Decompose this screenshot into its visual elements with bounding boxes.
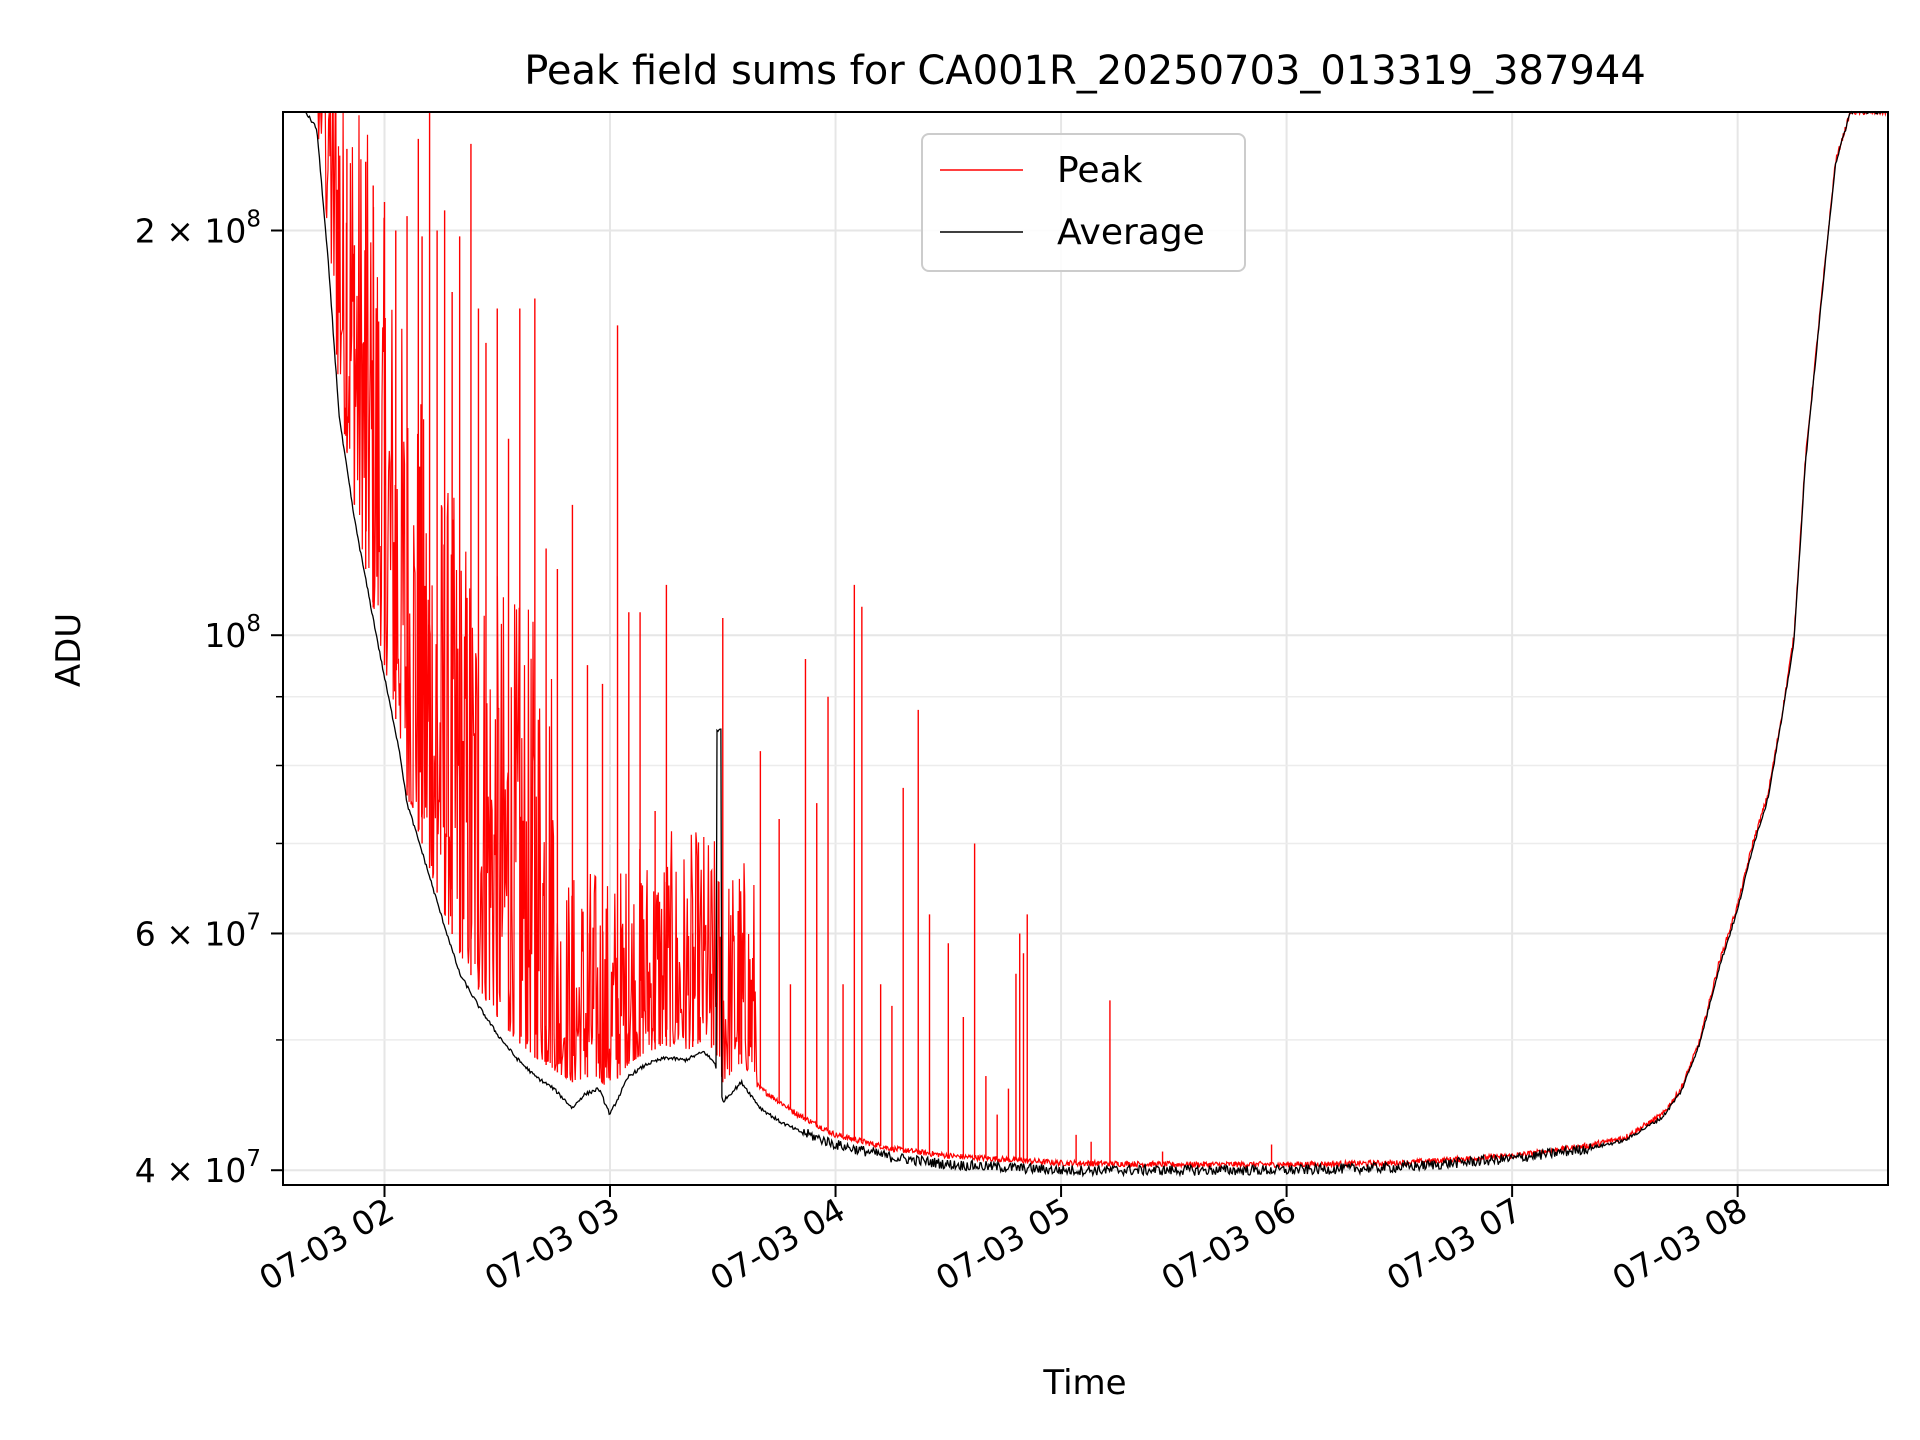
plot-area-frame — [282, 111, 1889, 1186]
average-series-line — [305, 111, 1888, 1178]
peak-series-line — [305, 110, 1888, 1170]
y-tick-exponent: 8 — [246, 611, 261, 637]
y-tick-exponent: 7 — [246, 1146, 261, 1172]
legend-label-average: Average — [1057, 212, 1205, 253]
chart-title: Peak field sums for CA001R_20250703_0133… — [524, 48, 1646, 94]
y-tick-label: 2 × 108 — [135, 206, 261, 250]
y-tick-label: 6 × 107 — [135, 909, 261, 953]
x-axis-label: Time — [1042, 1363, 1126, 1403]
legend: Peak Average — [921, 133, 1246, 272]
y-tick-exponent: 8 — [246, 206, 261, 232]
y-tick-exponent: 7 — [246, 909, 261, 935]
legend-label-peak: Peak — [1057, 150, 1143, 191]
y-tick-label: 4 × 107 — [135, 1146, 261, 1190]
y-axis-label: ADU — [49, 613, 89, 687]
legend-box — [921, 133, 1246, 272]
series-layer — [305, 110, 1888, 1178]
